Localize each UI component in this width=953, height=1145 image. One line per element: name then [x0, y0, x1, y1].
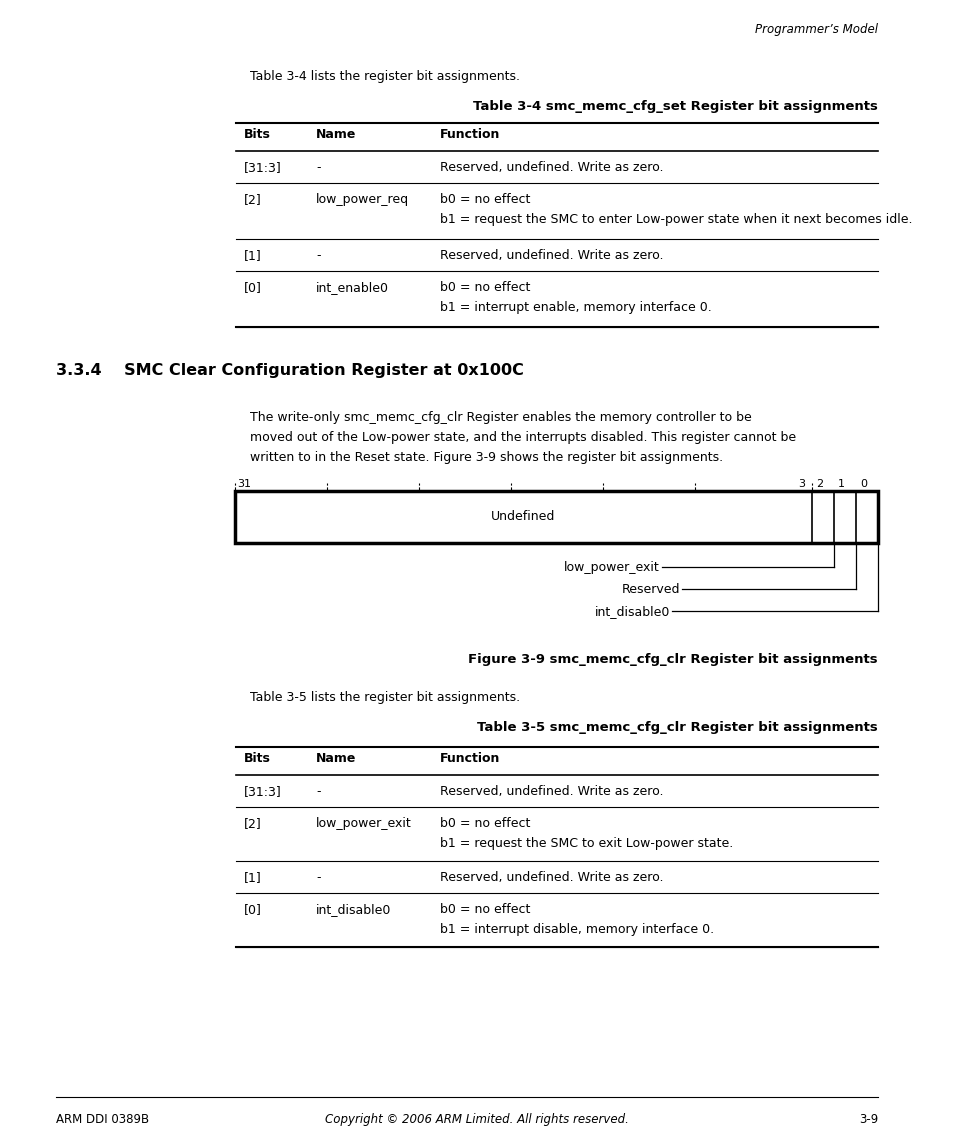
Bar: [234, 491, 877, 543]
Text: Table 3-5 lists the register bit assignments.: Table 3-5 lists the register bit assignm…: [250, 690, 519, 704]
Text: 31: 31: [236, 479, 251, 489]
Text: 3-9: 3-9: [858, 1113, 877, 1126]
Text: [31:3]: [31:3]: [244, 785, 281, 798]
Text: -: -: [315, 871, 320, 884]
Text: int_enable0: int_enable0: [315, 281, 389, 294]
Text: Bits: Bits: [244, 752, 271, 765]
Text: b0 = no effect: b0 = no effect: [439, 281, 530, 294]
Text: low_power_exit: low_power_exit: [315, 818, 412, 830]
Text: Undefined: Undefined: [491, 510, 555, 523]
Text: Copyright © 2006 ARM Limited. All rights reserved.: Copyright © 2006 ARM Limited. All rights…: [325, 1113, 628, 1126]
Text: Function: Function: [439, 128, 500, 141]
Text: [2]: [2]: [244, 818, 261, 830]
Text: b0 = no effect: b0 = no effect: [439, 194, 530, 206]
Text: Bits: Bits: [244, 128, 271, 141]
Text: Name: Name: [315, 752, 356, 765]
Text: ARM DDI 0389B: ARM DDI 0389B: [56, 1113, 149, 1126]
Text: 0: 0: [859, 479, 866, 489]
Text: 3.3.4    SMC Clear Configuration Register at 0x100C: 3.3.4 SMC Clear Configuration Register a…: [56, 363, 523, 378]
Text: low_power_exit: low_power_exit: [563, 561, 659, 574]
Text: [31:3]: [31:3]: [244, 161, 281, 174]
Text: written to in the Reset state. Figure 3-9 shows the register bit assignments.: written to in the Reset state. Figure 3-…: [250, 451, 722, 464]
Text: low_power_req: low_power_req: [315, 194, 409, 206]
Text: b0 = no effect: b0 = no effect: [439, 818, 530, 830]
Text: Table 3-4 lists the register bit assignments.: Table 3-4 lists the register bit assignm…: [250, 70, 519, 82]
Text: b1 = request the SMC to exit Low-power state.: b1 = request the SMC to exit Low-power s…: [439, 837, 733, 850]
Text: Reserved, undefined. Write as zero.: Reserved, undefined. Write as zero.: [439, 161, 662, 174]
Text: [1]: [1]: [244, 248, 261, 262]
Text: 2: 2: [815, 479, 822, 489]
Text: Table 3-4 smc_memc_cfg_set Register bit assignments: Table 3-4 smc_memc_cfg_set Register bit …: [473, 100, 877, 113]
Text: Reserved: Reserved: [620, 583, 679, 597]
Text: b1 = interrupt disable, memory interface 0.: b1 = interrupt disable, memory interface…: [439, 923, 714, 935]
Text: b1 = request the SMC to enter Low-power state when it next becomes idle.: b1 = request the SMC to enter Low-power …: [439, 213, 911, 226]
Text: b1 = interrupt enable, memory interface 0.: b1 = interrupt enable, memory interface …: [439, 301, 711, 314]
Text: Name: Name: [315, 128, 356, 141]
Text: Reserved, undefined. Write as zero.: Reserved, undefined. Write as zero.: [439, 871, 662, 884]
Text: moved out of the Low-power state, and the interrupts disabled. This register can: moved out of the Low-power state, and th…: [250, 431, 796, 444]
Text: Reserved, undefined. Write as zero.: Reserved, undefined. Write as zero.: [439, 785, 662, 798]
Text: -: -: [315, 248, 320, 262]
Text: Programmer’s Model: Programmer’s Model: [754, 23, 877, 35]
Text: int_disable0: int_disable0: [315, 903, 391, 916]
Text: 3: 3: [797, 479, 804, 489]
Text: -: -: [315, 161, 320, 174]
Text: -: -: [315, 785, 320, 798]
Text: [2]: [2]: [244, 194, 261, 206]
Text: [1]: [1]: [244, 871, 261, 884]
Text: b0 = no effect: b0 = no effect: [439, 903, 530, 916]
Text: Reserved, undefined. Write as zero.: Reserved, undefined. Write as zero.: [439, 248, 662, 262]
Text: [0]: [0]: [244, 903, 262, 916]
Text: Figure 3-9 smc_memc_cfg_clr Register bit assignments: Figure 3-9 smc_memc_cfg_clr Register bit…: [468, 653, 877, 666]
Text: [0]: [0]: [244, 281, 262, 294]
Text: Function: Function: [439, 752, 500, 765]
Text: int_disable0: int_disable0: [594, 605, 669, 618]
Text: Table 3-5 smc_memc_cfg_clr Register bit assignments: Table 3-5 smc_memc_cfg_clr Register bit …: [476, 721, 877, 734]
Text: The write-only smc_memc_cfg_clr Register enables the memory controller to be: The write-only smc_memc_cfg_clr Register…: [250, 411, 751, 424]
Text: 1: 1: [837, 479, 844, 489]
